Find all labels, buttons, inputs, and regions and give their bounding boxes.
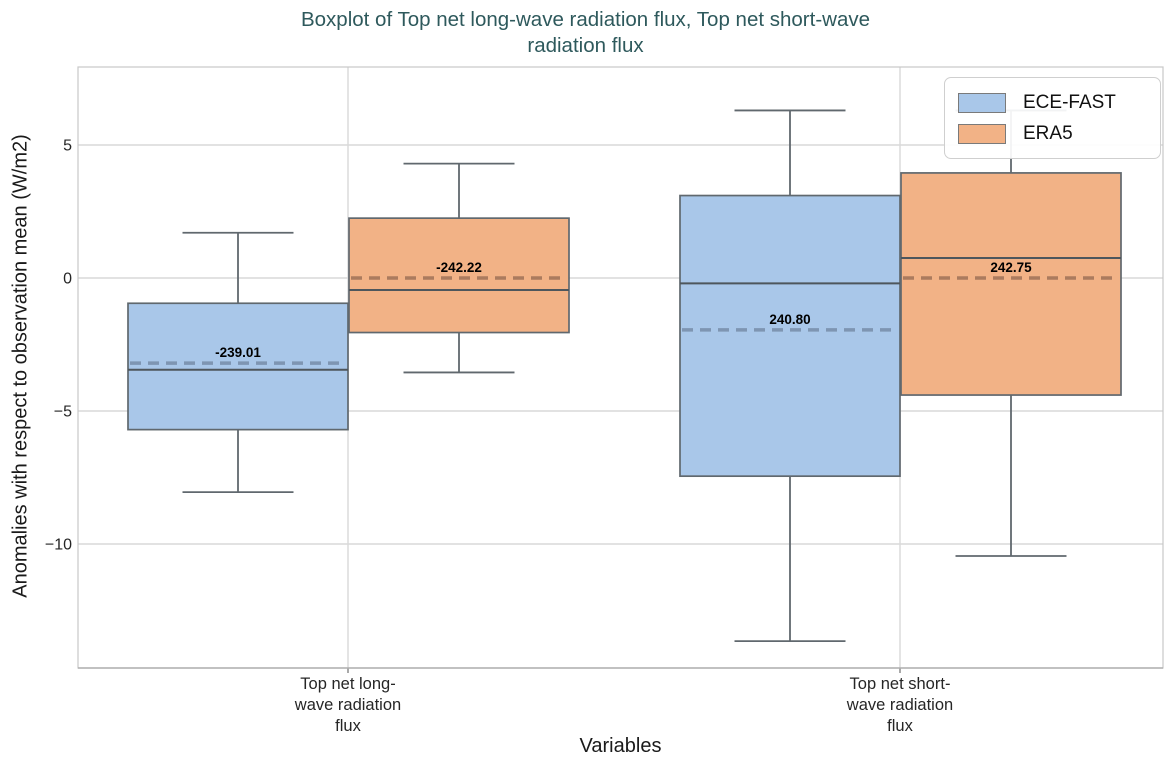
chart-title-line2: radiation flux (527, 34, 644, 57)
box-era5-0 (348, 217, 570, 334)
mean-label-ece-fast-0: -239.01 (215, 345, 261, 360)
legend-item-era5: ERA5 (958, 123, 1160, 145)
box-ece-fast-0 (127, 302, 349, 431)
x-tick-label-1-line2: flux (887, 717, 913, 735)
y-tick-label-0: 0 (63, 271, 72, 288)
x-tick-label-0-line1: wave radiation (294, 696, 401, 714)
box-ece-fast-1 (679, 194, 901, 478)
mean-label-era5-1: 242.75 (990, 260, 1032, 275)
y-tick-label-5: 5 (63, 138, 72, 155)
box-era5-1 (900, 172, 1122, 396)
y-tick-label--10: −10 (45, 537, 72, 554)
chart-title-line1: Boxplot of Top net long-wave radiation f… (300, 8, 871, 31)
x-tick-label-1-line0: Top net short- (850, 675, 951, 693)
x-tick-label-0-line2: flux (335, 717, 361, 735)
legend-label-era5: ERA5 (1023, 122, 1073, 144)
legend-swatch-ece-fast (958, 92, 1006, 113)
x-tick-label-1-line1: wave radiation (846, 696, 953, 714)
x-tick-label-0-line0: Top net long- (300, 675, 395, 693)
legend-label-ece-fast: ECE-FAST (1023, 91, 1116, 113)
legend: ECE-FAST ERA5 (944, 77, 1161, 159)
y-tick-label--5: −5 (54, 404, 72, 421)
mean-label-era5-0: -242.22 (436, 260, 482, 275)
y-axis-label: Anomalies with respect to observation me… (9, 134, 32, 598)
legend-item-ece-fast: ECE-FAST (958, 92, 1160, 114)
chart-title: Boxplot of Top net long-wave radiation f… (0, 7, 1171, 59)
x-axis-label: Variables (579, 735, 662, 757)
legend-swatch-era5 (958, 123, 1006, 144)
mean-label-ece-fast-1: 240.80 (769, 312, 810, 327)
